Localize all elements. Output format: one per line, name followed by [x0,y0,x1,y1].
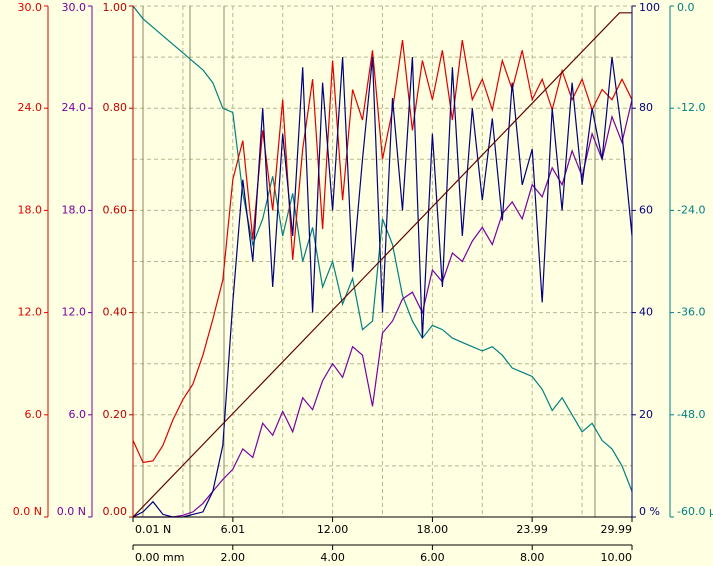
y-tick-label: 0.00 [103,505,128,518]
x2-tick-label: 6.01 [221,523,246,536]
y-tick-label: -60.0 µ [677,505,713,518]
y-tick-label: 20 [639,408,653,421]
x-tick-label: 6.00 [420,551,445,564]
y-tick-label: 24.0 [62,101,87,114]
x2-tick-label: 12.00 [317,523,349,536]
x-tick-label: 8.00 [520,551,545,564]
y-tick-label: -48.0 [677,408,705,421]
y-tick-label: 80 [639,101,653,114]
y-tick-label: 40 [639,306,653,319]
y-tick-label: 6.0 [25,408,43,421]
y-tick-label: 18.0 [62,203,87,216]
y-tick-label: 100 [639,1,660,14]
y-tick-label: 6.0 [69,408,87,421]
y-tick-label: 12.0 [62,306,87,319]
y-tick-label: 0.80 [103,101,128,114]
y-tick-label: 18.0 [18,203,43,216]
y-tick-label: 30.0 [62,1,87,14]
x2-tick-label: 23.99 [516,523,548,536]
y-tick-label: 0.40 [103,306,128,319]
y-tick-label: 0.0 N [13,505,42,518]
y-tick-label: 0.0 [677,1,695,14]
x2-tick-label: 0.01 N [135,523,171,536]
y-tick-label: -24.0 [677,203,705,216]
x-tick-label: 2.00 [221,551,246,564]
x2-tick-label: 29.99 [601,523,633,536]
y-tick-label: -12.0 [677,101,705,114]
series-line [132,57,633,518]
y-tick-label: 0 % [639,505,660,518]
y-tick-label: 12.0 [18,306,43,319]
axes: 0.0 N 6.0 12.0 18.0 24.0 30.0 0.0 N 6.0 12.0 18.0… [13,1,713,564]
y-tick-label: 30.0 [18,1,43,14]
x-tick-label: 0.00 mm [135,551,184,564]
y-tick-label: 0.60 [103,203,128,216]
x2-tick-label: 18.00 [417,523,449,536]
series-line [132,40,633,464]
y-tick-label: 0.20 [103,408,128,421]
series-line [132,5,633,492]
y-tick-label: 24.0 [18,101,43,114]
y-tick-label: -36.0 [677,306,705,319]
plot [132,5,633,518]
series-line [132,12,632,518]
x-tick-label: 4.00 [320,551,345,564]
y-tick-label: 0.0 N [57,505,86,518]
y-tick-label: 60 [639,203,653,216]
x-tick-label: 10.00 [601,551,633,564]
y-tick-label: 1.00 [103,1,128,14]
